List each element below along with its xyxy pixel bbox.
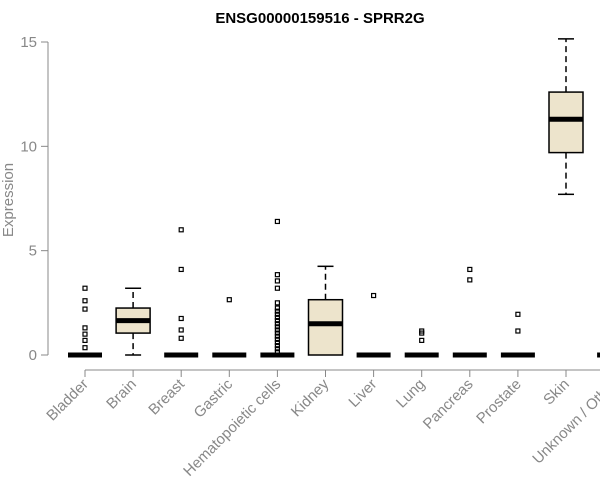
x-tick-label: Pancreas xyxy=(420,376,477,433)
x-tick-label: Brain xyxy=(103,376,140,413)
outlier-point xyxy=(82,345,88,351)
outlier-point xyxy=(274,324,280,330)
y-tick-label: 5 xyxy=(29,243,37,260)
outlier-point xyxy=(274,285,280,291)
outlier-point xyxy=(274,305,280,311)
chart-title: ENSG00000159516 - SPRR2G xyxy=(215,10,424,27)
outlier-point xyxy=(274,327,280,333)
outlier-point xyxy=(178,227,184,233)
outlier-point xyxy=(515,328,521,334)
x-tick-label: Prostate xyxy=(473,376,525,428)
box-liver xyxy=(356,292,391,358)
y-axis-label: Expression xyxy=(0,163,17,237)
y-axis: 0 5 10 15 xyxy=(20,34,49,364)
outlier-point xyxy=(274,321,280,327)
y-tick-label: 15 xyxy=(20,34,37,51)
outlier-point xyxy=(178,327,184,333)
outlier-point xyxy=(274,314,280,321)
x-tick-label: Liver xyxy=(345,376,380,411)
box-hematopoietic-cells xyxy=(260,218,295,358)
outlier-point xyxy=(274,330,280,336)
x-tick-label: Gastric xyxy=(191,375,237,421)
x-tick-label: Kidney xyxy=(288,375,333,420)
box-pancreas xyxy=(452,266,487,358)
outlier-point xyxy=(274,333,280,339)
outlier-point xyxy=(178,335,184,341)
box-series xyxy=(68,38,600,358)
outlier-point xyxy=(515,311,521,317)
outlier-point xyxy=(419,328,425,334)
outlier-point xyxy=(274,317,280,324)
box-brain xyxy=(115,287,151,356)
outlier-point xyxy=(274,346,280,352)
x-tick-label: Lung xyxy=(393,376,429,412)
box-kidney xyxy=(307,265,344,356)
outlier-point xyxy=(178,315,184,322)
x-tick-label: Breast xyxy=(145,375,188,418)
outlier-point xyxy=(82,325,88,331)
outlier-point xyxy=(178,266,184,273)
outlier-point xyxy=(274,272,280,278)
box-gastric xyxy=(212,297,247,358)
outlier-point xyxy=(467,266,473,273)
outlier-point xyxy=(82,306,88,312)
x-tick-label: Bladder xyxy=(43,376,92,425)
y-tick-label: 10 xyxy=(20,138,37,155)
outlier-point xyxy=(274,308,280,314)
box-lung xyxy=(404,328,439,358)
box-bladder xyxy=(68,285,102,358)
outlier-point xyxy=(274,311,280,317)
outlier-point xyxy=(419,337,425,343)
box-breast xyxy=(164,227,199,358)
outlier-point xyxy=(274,278,280,284)
outlier-point xyxy=(82,298,88,304)
box-prostate xyxy=(500,311,535,358)
y-tick-label: 0 xyxy=(29,347,37,364)
outlier-point xyxy=(274,300,280,306)
outlier-point xyxy=(274,349,280,355)
outlier-point xyxy=(274,336,280,342)
box-iqr xyxy=(307,298,344,356)
x-tick-label: Skin xyxy=(540,376,573,409)
outlier-point xyxy=(274,218,280,225)
outlier-point xyxy=(467,277,473,283)
outlier-point xyxy=(274,343,280,349)
box-skin xyxy=(548,38,584,196)
outlier-point xyxy=(82,337,88,343)
outlier-point xyxy=(371,292,377,299)
outlier-point xyxy=(226,297,232,303)
box-iqr xyxy=(548,91,584,154)
outlier-point xyxy=(274,339,280,346)
outlier-point xyxy=(82,331,88,337)
outlier-point xyxy=(82,285,88,291)
